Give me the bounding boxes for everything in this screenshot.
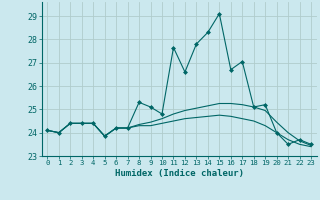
X-axis label: Humidex (Indice chaleur): Humidex (Indice chaleur) — [115, 169, 244, 178]
